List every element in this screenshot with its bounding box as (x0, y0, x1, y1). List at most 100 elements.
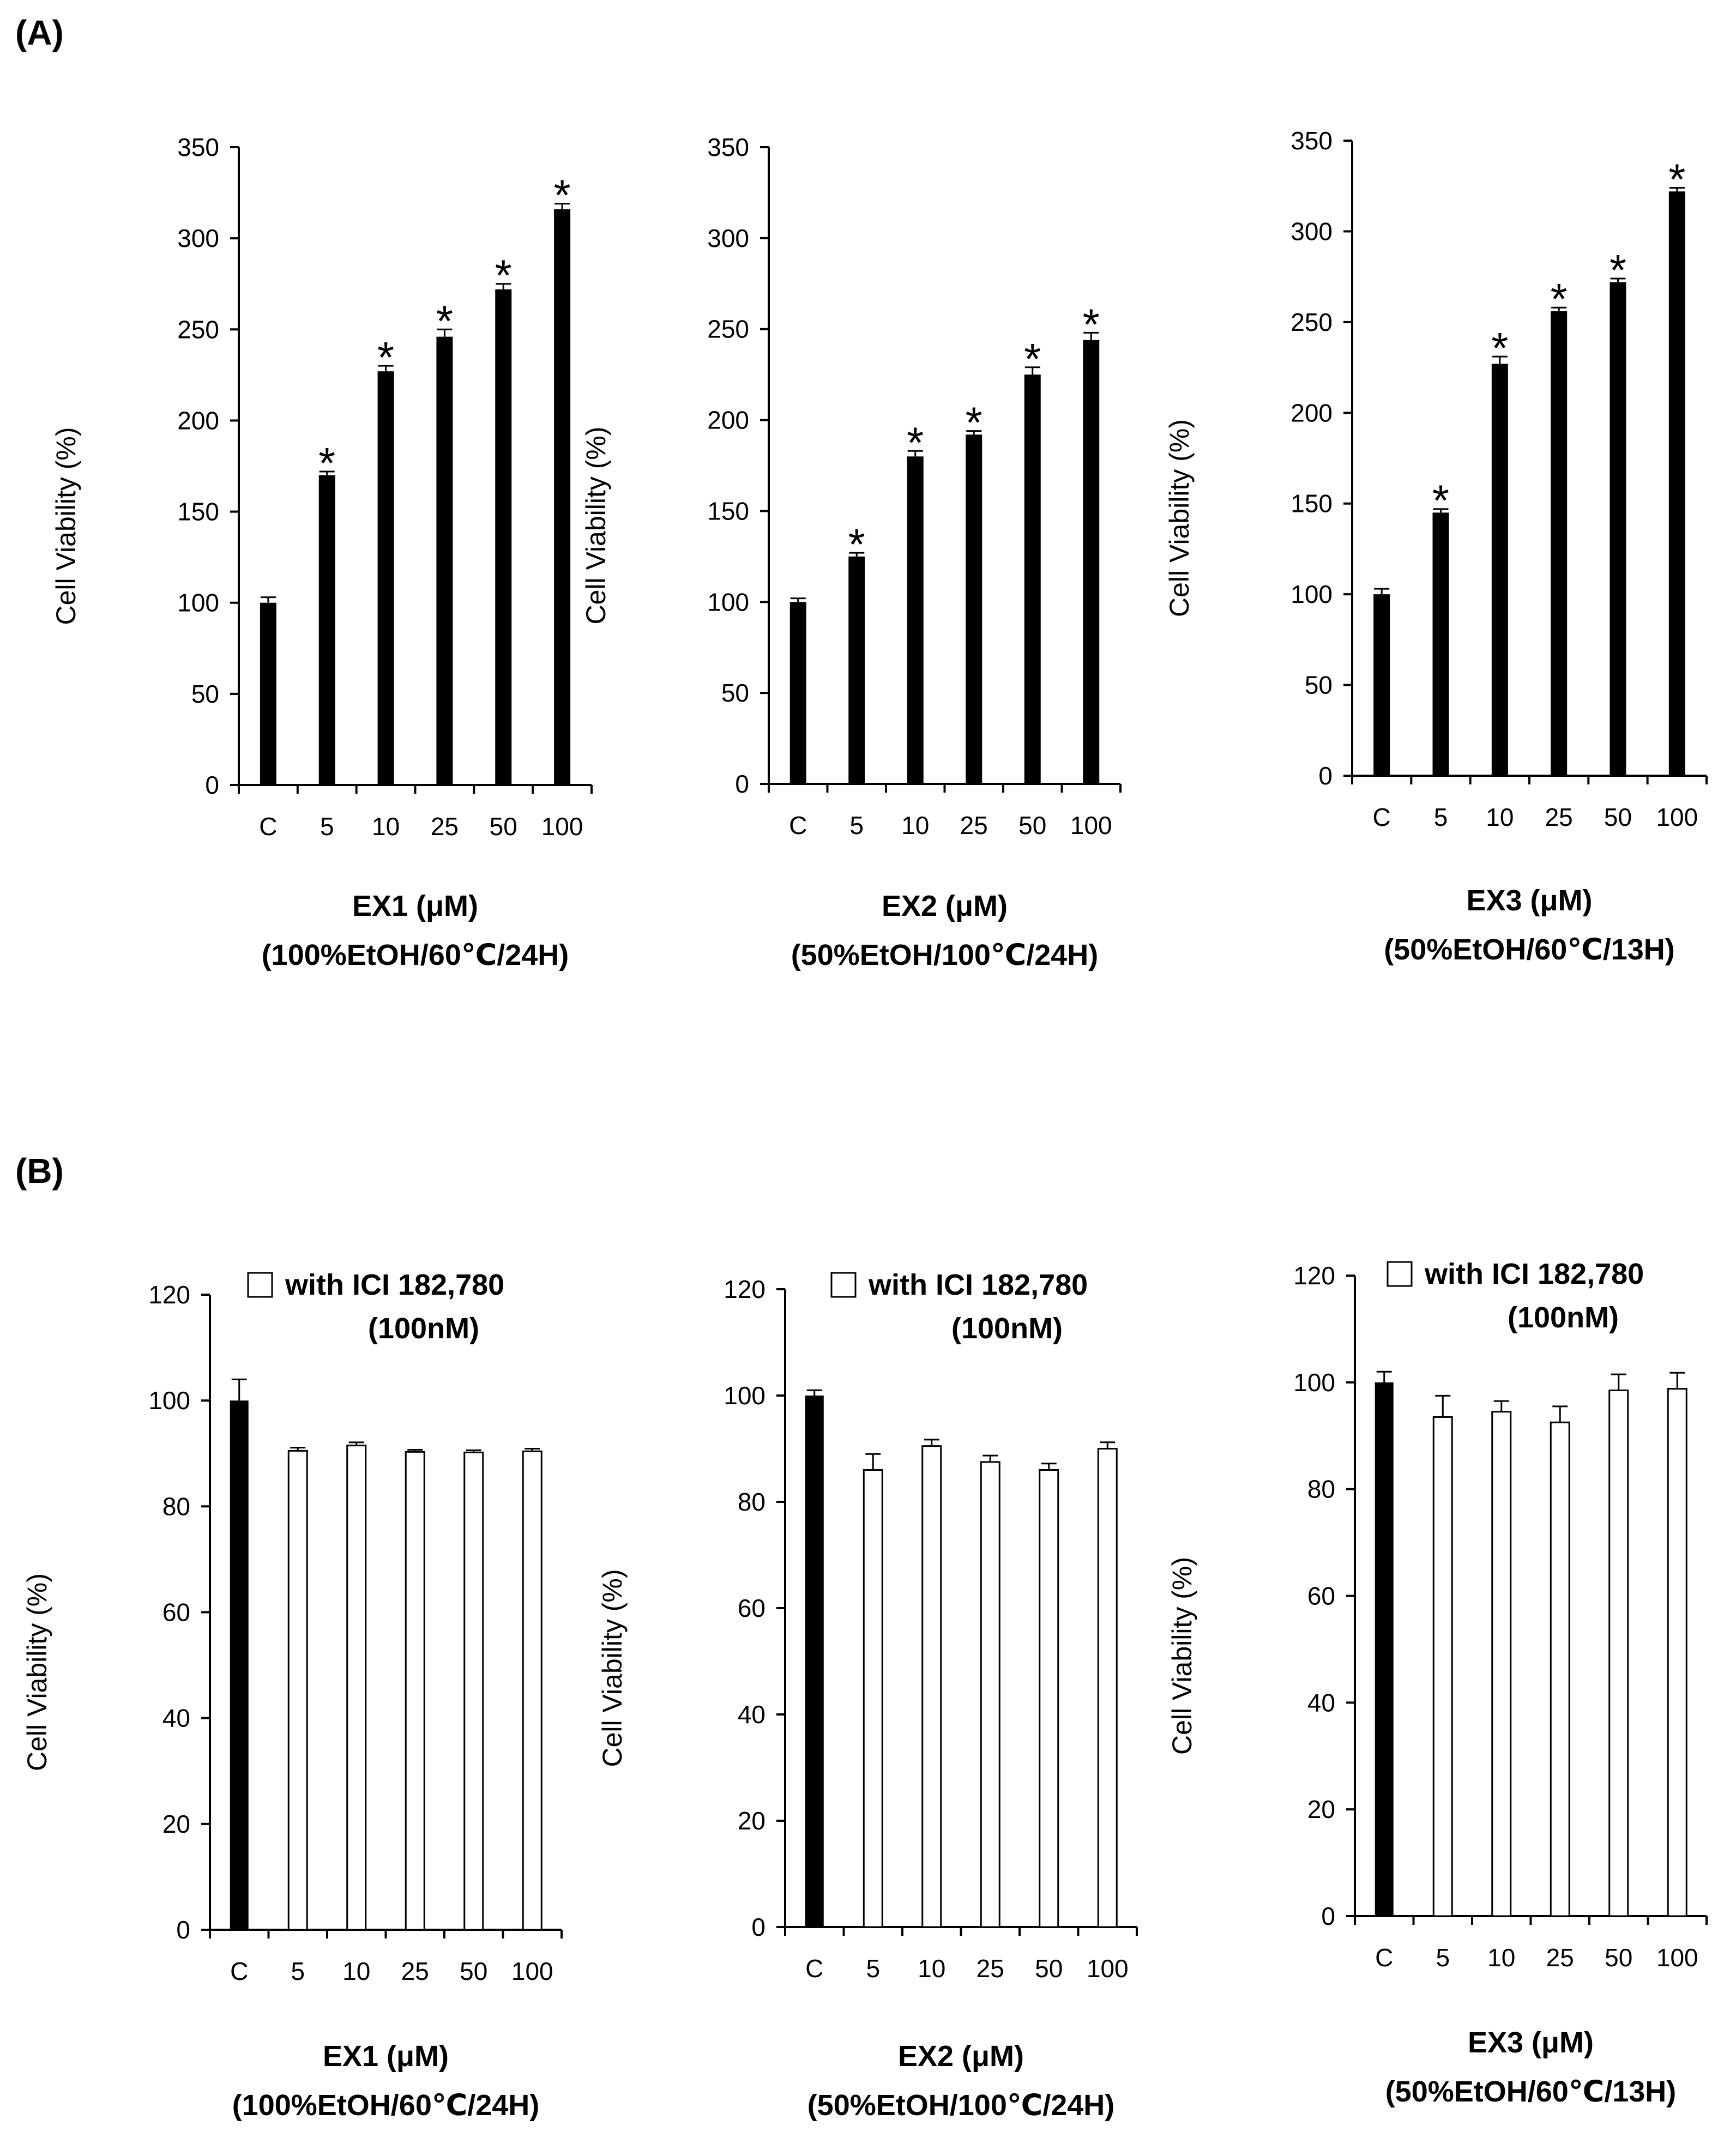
bar (436, 336, 453, 785)
y-tick-label: 20 (162, 1810, 190, 1838)
significance-marker: * (966, 398, 982, 447)
x-axis-title: EX3 (μM) (1468, 2026, 1594, 2059)
legend-label: with ICI 182,780 (1424, 1258, 1644, 1290)
y-axis-label: Cell Viability (%) (597, 1569, 628, 1767)
legend-label: with ICI 182,780 (285, 1269, 504, 1301)
y-tick-label: 150 (1291, 490, 1333, 518)
x-tick-label: 100 (541, 812, 583, 841)
y-tick-label: 200 (1291, 398, 1333, 427)
x-tick-label: 5 (320, 812, 334, 841)
y-tick-label: 40 (1307, 1688, 1335, 1717)
y-tick-label: 150 (177, 498, 219, 526)
x-tick-label: 5 (1436, 1943, 1450, 1972)
y-tick-label: 0 (1321, 1902, 1335, 1930)
bar (1551, 311, 1568, 776)
significance-marker: * (1668, 155, 1685, 204)
y-tick-label: 100 (707, 588, 749, 616)
x-tick-label: 100 (1656, 803, 1698, 831)
significance-marker: * (318, 439, 335, 487)
x-tick-label: 100 (1070, 811, 1112, 840)
chart-5: 0 20 40 60 80 100 120 C 5 10 25 50 100 Cell Viability… (597, 1269, 1138, 2122)
bar (1024, 375, 1041, 784)
significance-marker: * (1083, 300, 1100, 348)
y-tick-label: 80 (1307, 1475, 1335, 1503)
x-tick-label: 10 (918, 1954, 945, 1983)
bar (980, 1461, 1000, 1928)
bar (346, 1445, 367, 1931)
bar (848, 556, 865, 784)
x-tick-label: C (789, 811, 807, 840)
y-tick-label: 20 (738, 1807, 765, 1835)
bar (1491, 364, 1508, 776)
x-tick-label: 100 (511, 1957, 553, 1985)
x-tick-label: 10 (1487, 1943, 1515, 1972)
y-tick-label: 60 (738, 1594, 765, 1622)
legend-sublabel: (100nM) (1508, 1301, 1619, 1334)
bar (287, 1450, 308, 1931)
bar (921, 1445, 942, 1928)
bar (260, 602, 276, 785)
x-tick-label: 25 (976, 1954, 1004, 1983)
x-axis-subtitle: (50%EtOH/100℃/24H) (807, 2089, 1115, 2122)
legend-swatch (1387, 1261, 1413, 1287)
bar (405, 1451, 425, 1931)
bar (1608, 1390, 1629, 1917)
bar (554, 209, 571, 786)
chart-3: 0 50 100 150 200 250 300 350 C * 5 * 10 * 25 * 50 * 100 Cel… (1164, 126, 1708, 966)
y-axis-label: Cell Viability (%) (51, 427, 81, 625)
x-tick-label: 50 (1035, 1954, 1063, 1983)
significance-marker: * (495, 251, 512, 300)
y-tick-label: 100 (148, 1386, 190, 1415)
y-tick-label: 300 (1291, 217, 1333, 245)
x-tick-label: 10 (372, 812, 400, 841)
bar (863, 1469, 883, 1928)
x-tick-label: 100 (1087, 1954, 1129, 1983)
x-tick-label: C (230, 1957, 248, 1985)
chart-2: 0 50 100 150 200 250 300 350 C * 5 * 10 * 25 * 50 * 100 Cel… (581, 133, 1122, 971)
significance-marker: * (377, 333, 394, 382)
bar (1667, 1388, 1687, 1917)
bar (495, 289, 512, 785)
y-tick-label: 350 (707, 133, 749, 161)
legend-swatch (830, 1272, 857, 1298)
x-tick-label: 10 (901, 811, 929, 840)
x-tick-label: C (259, 812, 277, 841)
y-tick-label: 150 (707, 497, 749, 525)
bar (1668, 191, 1685, 776)
bar (1432, 1416, 1453, 1917)
chart-6: 0 20 40 60 80 100 120 C 5 10 25 50 100 Cell Viability… (1167, 1258, 1708, 2108)
x-tick-label: 50 (1018, 811, 1046, 840)
significance-marker: * (1432, 476, 1449, 525)
significance-marker: * (848, 520, 865, 569)
y-tick-label: 120 (724, 1275, 765, 1303)
bar (1097, 1448, 1118, 1928)
x-tick-label: C (1373, 803, 1391, 831)
x-axis-title: EX3 (μM) (1466, 884, 1592, 917)
y-tick-label: 0 (176, 1916, 190, 1944)
panel-label-a: (A) (15, 13, 64, 52)
x-axis-title: EX1 (μM) (352, 890, 478, 922)
significance-marker: * (1610, 246, 1626, 294)
y-axis-label: Cell Viability (%) (1167, 1557, 1197, 1755)
y-tick-label: 0 (735, 770, 749, 798)
x-axis-title: EX2 (μM) (898, 2040, 1024, 2073)
bar (966, 434, 982, 784)
x-tick-label: 25 (1546, 1943, 1574, 1972)
charts: 050100150200250300350C*5*10*25*50*100Cel… (22, 126, 1708, 2122)
x-axis-subtitle: (50%EtOH/100℃/24H) (791, 939, 1099, 971)
bar (805, 1396, 824, 1927)
y-tick-label: 0 (205, 771, 219, 799)
legend-swatch (247, 1272, 273, 1298)
y-tick-label: 120 (148, 1281, 190, 1309)
chart-4: 0 20 40 60 80 100 120 C 5 10 25 50 100 Cell Viability… (22, 1269, 563, 2122)
bar (1373, 594, 1390, 776)
x-tick-label: 25 (431, 812, 459, 841)
y-tick-label: 200 (707, 406, 749, 434)
x-tick-label: 25 (401, 1957, 429, 1985)
bar (1491, 1411, 1512, 1917)
y-tick-label: 250 (177, 315, 219, 343)
x-axis-subtitle: (50%EtOH/60℃/13H) (1384, 933, 1675, 966)
bar (318, 475, 335, 785)
x-tick-label: 25 (960, 811, 988, 840)
bar (1550, 1421, 1570, 1917)
